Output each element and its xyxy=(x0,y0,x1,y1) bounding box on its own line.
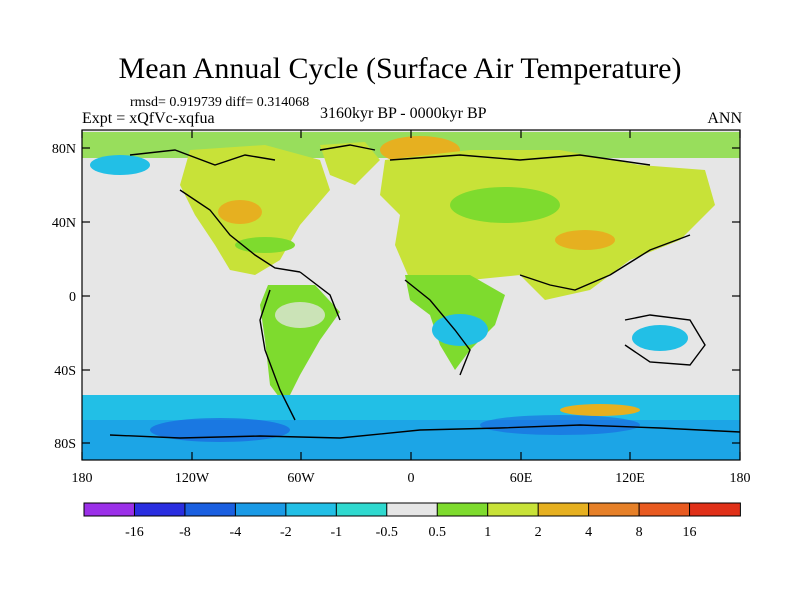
eurasia-warm-anomaly xyxy=(555,230,615,250)
colorbar-swatch xyxy=(335,502,388,517)
colorbar-label: 8 xyxy=(636,525,643,540)
lat-label-40s: 40S xyxy=(54,364,76,379)
south-america-neutral-anomaly xyxy=(275,302,325,328)
colorbar-swatch xyxy=(487,502,540,517)
greenland-region xyxy=(320,142,380,185)
colorbar-label: 1 xyxy=(484,525,491,540)
eurasia-mild-anomaly xyxy=(450,187,560,223)
lon-label-180w: 180 xyxy=(72,471,93,486)
lat-label-80s: 80S xyxy=(54,437,76,452)
colorbar-swatch xyxy=(638,502,691,517)
lon-label-60w: 60W xyxy=(287,471,315,486)
lat-label-0: 0 xyxy=(69,290,76,305)
stats-line: rmsd= 0.919739 diff= 0.314068 xyxy=(130,95,310,110)
eurasia-region xyxy=(380,150,715,300)
lon-label-120e: 120E xyxy=(615,471,645,486)
antarctic-warm-anomaly xyxy=(560,404,640,416)
colorbar-label: -16 xyxy=(125,525,144,540)
colorbar-label: -0.5 xyxy=(376,525,398,540)
lon-label-60e: 60E xyxy=(510,471,533,486)
y-ticks xyxy=(82,147,740,444)
africa-cool-anomaly xyxy=(432,314,488,346)
colorbar-label: 4 xyxy=(585,525,592,540)
colorbar-swatch xyxy=(234,502,287,517)
x-ticks xyxy=(81,130,741,460)
colorbar-label: -2 xyxy=(280,525,292,540)
season-label: ANN xyxy=(707,110,742,127)
period-label: 3160kyr BP - 0000kyr BP xyxy=(320,105,487,122)
colorbar-swatch xyxy=(689,502,741,517)
north-america-mild-anomaly xyxy=(235,237,295,253)
antarctic-strong-cooling-west xyxy=(150,418,290,442)
coastlines xyxy=(109,144,741,439)
colorbar-label: -1 xyxy=(330,525,342,540)
lon-label-180e: 180 xyxy=(730,471,751,486)
map-title: Mean Annual Cycle (Surface Air Temperatu… xyxy=(118,52,682,85)
colorbar-swatch xyxy=(436,502,489,517)
antarctic-strong-cooling-east xyxy=(480,415,640,435)
lat-label-40n: 40N xyxy=(52,216,76,231)
colorbar-swatch xyxy=(184,502,237,517)
colorbar-swatch xyxy=(133,502,186,517)
lat-label-80n: 80N xyxy=(52,142,76,157)
colorbar-label: 0.5 xyxy=(428,525,446,540)
lon-label-120w: 120W xyxy=(175,471,210,486)
colorbar-swatch xyxy=(537,502,590,517)
colorbar-swatch xyxy=(285,502,338,517)
arctic-cool-anomaly xyxy=(90,155,150,175)
colorbar-label: -4 xyxy=(230,525,242,540)
north-america-warm-anomaly xyxy=(218,200,262,224)
australia-cool-anomaly xyxy=(632,325,688,351)
lon-label-0: 0 xyxy=(408,471,415,486)
colorbar-label: 2 xyxy=(535,525,542,540)
experiment-label: Expt = xQfVc-xqfua xyxy=(82,110,215,127)
colorbar-swatch xyxy=(588,502,640,517)
colorbar-swatch xyxy=(83,502,136,517)
colorbar-label: 16 xyxy=(683,525,697,540)
colorbar-swatch xyxy=(386,502,439,517)
colorbar: -16 -8 -4 -2 -1 -0.5 0.5 1 2 4 8 16 xyxy=(83,502,741,540)
colorbar-label: -8 xyxy=(179,525,191,540)
